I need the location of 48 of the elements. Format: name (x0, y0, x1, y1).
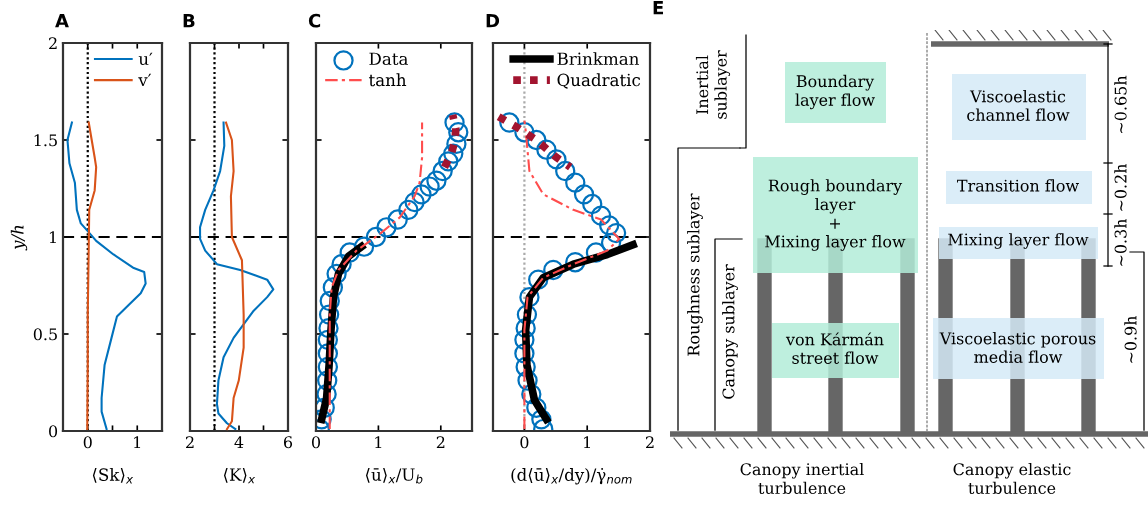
legend-label: Quadratic (557, 73, 641, 89)
text: Rough boundary layer + Mixing layer flow (765, 179, 906, 251)
x-axis-title: ⟨ū⟩$_{x}$/U$_{b}$ (365, 467, 423, 484)
x-tick-label: 0 (83, 436, 92, 449)
text: E (653, 1, 664, 15)
text: Roughness sublayer (687, 193, 703, 356)
chart-title: A (55, 14, 69, 28)
x-tick-label: 2 (436, 436, 445, 448)
y-tick-label: 1.5 (34, 134, 57, 147)
y-tick-label: 2 (49, 37, 57, 50)
text: ∼0.9h (1124, 315, 1137, 363)
y-tick-label: 1 (49, 231, 56, 244)
text: von Kármán street flow (785, 332, 884, 364)
legend-label: tanh (368, 73, 407, 87)
text: Inertial sublayer (695, 50, 731, 119)
legend-label: Data (369, 52, 408, 66)
text: Boundary layer flow (795, 74, 875, 110)
text: Transition flow (957, 179, 1079, 192)
text: ∼0.2h (1114, 163, 1127, 211)
y-tick-label: 0 (49, 425, 58, 438)
legend-label: v′ (138, 73, 152, 86)
x-tick-label: 0 (311, 436, 321, 449)
x-tick-label: 1 (134, 436, 141, 448)
text: ∼0.65h (1114, 75, 1127, 133)
chart-title: D (486, 14, 500, 28)
x-tick-label: 4 (234, 436, 244, 448)
x-tick-label: 2 (186, 436, 194, 448)
x-tick-label: 1 (584, 436, 591, 448)
text: Canopy sublayer (722, 264, 738, 399)
text: ∼0.3h (1114, 218, 1127, 266)
x-axis-title: ⟨K⟩$_{x}$ (223, 467, 256, 484)
text: Canopy inertial turbulence (740, 462, 864, 494)
x-tick-label: 0 (520, 436, 529, 449)
y-axis-title: y/h (10, 225, 28, 251)
legend-label: u′ (138, 52, 153, 66)
text: Mixing layer flow (948, 233, 1089, 249)
chart-title: B (183, 14, 195, 28)
x-tick-label: 1 (375, 436, 382, 448)
y-tick-label: 0.5 (33, 328, 57, 341)
text: Canopy elastic turbulence (953, 462, 1071, 494)
x-axis-title: (d⟨ū⟩$_{x}$/dy)/γ̇$_{nom}$ (511, 467, 632, 485)
x-tick-label: 2 (646, 436, 654, 448)
legend-label: Brinkman (557, 52, 639, 66)
x-tick-label: 6 (283, 436, 293, 449)
x-axis-title: ⟨Sk⟩$_{x}$ (92, 467, 134, 484)
text: Viscoelastic porous media flow (939, 332, 1096, 363)
text: Viscoelastic channel flow (967, 90, 1070, 121)
chart-title: C (308, 13, 321, 28)
